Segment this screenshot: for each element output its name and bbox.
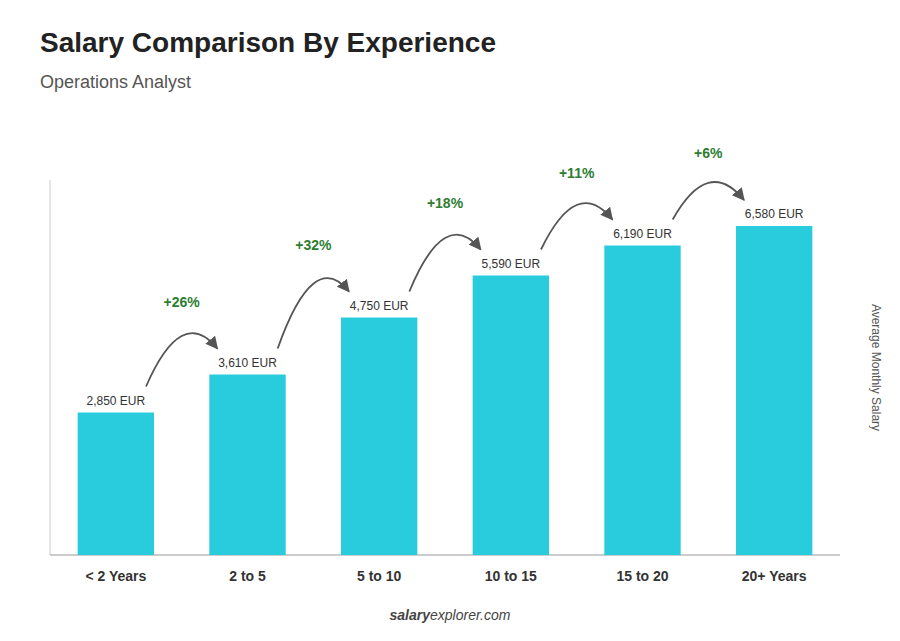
bar — [473, 276, 549, 556]
data-label: 4,750 EUR — [350, 299, 409, 313]
data-label: 6,190 EUR — [613, 227, 672, 241]
title: Salary Comparison By Experience — [40, 27, 496, 58]
x-tick-label: 15 to 20 — [616, 568, 668, 584]
x-axis-line — [50, 555, 840, 556]
x-tick-label: 10 to 15 — [485, 568, 537, 584]
data-label: 2,850 EUR — [86, 394, 145, 408]
footer: salaryexplorer.com — [390, 607, 511, 623]
bar — [341, 318, 417, 556]
footer-part: salary — [390, 607, 432, 623]
y-axis-line — [50, 180, 51, 555]
bar — [736, 226, 812, 555]
change-arrow — [673, 182, 744, 220]
x-tick-label: 5 to 10 — [357, 568, 402, 584]
change-arrow — [541, 203, 612, 249]
change-label: +26% — [164, 294, 201, 310]
change-arrow — [146, 333, 217, 386]
subtitle: Operations Analyst — [40, 72, 191, 92]
x-tick-label: 2 to 5 — [229, 568, 266, 584]
change-label: +6% — [694, 145, 723, 161]
data-label: 5,590 EUR — [481, 257, 540, 271]
change-arrow — [409, 235, 480, 292]
change-arrow — [278, 278, 349, 348]
y-axis-label: Average Monthly Salary — [869, 304, 883, 431]
bar — [78, 413, 154, 556]
bar — [604, 246, 680, 556]
change-label: +32% — [295, 237, 332, 253]
data-label: 3,610 EUR — [218, 356, 277, 370]
x-tick-label: < 2 Years — [85, 568, 146, 584]
footer-part: explorer.com — [430, 607, 511, 623]
bars — [78, 226, 813, 555]
x-tick-label: 20+ Years — [742, 568, 807, 584]
change-label: +18% — [427, 195, 464, 211]
data-label: 6,580 EUR — [745, 207, 804, 221]
chart: Salary Comparison By Experience Operation… — [0, 0, 900, 641]
change-label: +11% — [559, 165, 595, 181]
bar — [209, 375, 285, 556]
